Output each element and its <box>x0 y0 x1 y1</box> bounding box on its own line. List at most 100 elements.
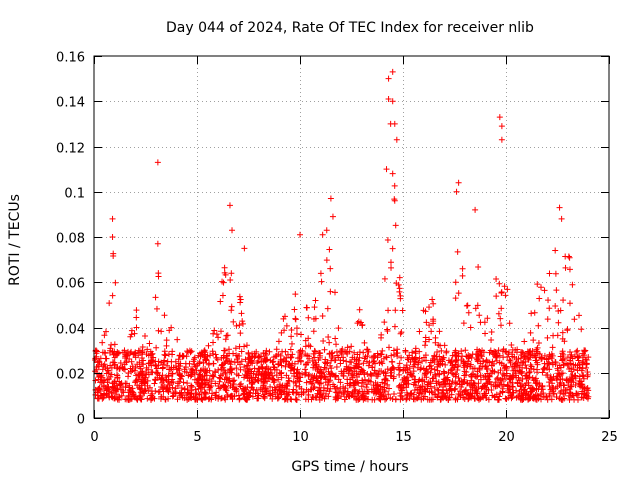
data-point <box>581 352 588 359</box>
data-point <box>127 350 134 357</box>
data-point <box>238 310 245 317</box>
data-point <box>208 394 215 401</box>
data-point <box>332 394 339 401</box>
data-point <box>517 355 524 362</box>
data-point <box>152 376 159 383</box>
data-point <box>493 357 500 364</box>
data-point <box>452 347 459 354</box>
data-point <box>522 362 529 369</box>
data-point <box>506 386 513 393</box>
data-point <box>220 279 227 286</box>
data-point <box>383 166 390 173</box>
data-point <box>556 204 563 211</box>
data-point <box>309 357 316 364</box>
data-point <box>454 367 461 374</box>
data-point <box>228 270 235 277</box>
data-point <box>399 376 406 383</box>
data-point <box>305 353 312 360</box>
data-point <box>311 354 318 361</box>
data-point <box>102 328 109 335</box>
data-point <box>192 386 199 393</box>
data-point <box>506 320 513 327</box>
data-point <box>114 364 121 371</box>
data-point <box>226 375 233 382</box>
data-point <box>518 390 525 397</box>
data-point <box>207 352 214 359</box>
data-point <box>218 328 224 335</box>
data-point <box>353 379 360 386</box>
data-point <box>94 359 101 366</box>
data-point <box>295 370 302 377</box>
y-tick-label: 0.06 <box>56 277 85 292</box>
data-point <box>393 136 400 143</box>
data-point <box>214 356 221 363</box>
data-point <box>222 336 229 343</box>
data-point <box>418 389 425 396</box>
data-point <box>519 349 526 356</box>
data-point <box>478 353 485 360</box>
data-point <box>517 362 523 369</box>
data-point <box>155 270 162 277</box>
data-point <box>177 360 184 367</box>
data-point <box>163 342 170 349</box>
data-point <box>573 348 580 355</box>
data-point <box>379 347 386 354</box>
data-point <box>534 359 541 366</box>
data-point <box>387 394 394 401</box>
data-point <box>345 364 352 371</box>
data-point <box>406 352 413 359</box>
data-point <box>196 372 203 379</box>
data-point <box>452 361 459 368</box>
data-point <box>544 334 551 341</box>
data-point <box>421 378 428 385</box>
data-point <box>370 389 377 396</box>
data-point <box>140 357 147 364</box>
data-point <box>448 358 455 365</box>
data-point <box>228 303 235 310</box>
data-point <box>270 358 277 365</box>
data-point <box>117 359 124 366</box>
data-point <box>302 361 309 368</box>
data-point <box>181 385 188 392</box>
data-point <box>408 390 415 397</box>
data-point <box>243 362 250 369</box>
data-point <box>379 360 386 367</box>
data-point <box>228 307 235 314</box>
data-point <box>322 356 329 363</box>
data-point <box>292 396 299 403</box>
data-point <box>495 310 502 317</box>
y-tick-label: 0.08 <box>56 232 85 247</box>
data-point <box>233 365 240 372</box>
data-point <box>162 396 169 403</box>
data-point <box>513 394 520 401</box>
data-point <box>241 364 248 371</box>
data-point <box>555 319 562 326</box>
data-point <box>505 383 512 390</box>
data-point <box>147 396 154 403</box>
data-point <box>555 307 562 314</box>
data-point <box>323 365 330 372</box>
data-point <box>444 390 451 397</box>
data-point <box>392 307 399 314</box>
data-point <box>475 264 482 271</box>
data-point <box>133 324 140 331</box>
data-point <box>317 387 324 394</box>
data-point <box>453 188 460 195</box>
data-point <box>136 372 143 379</box>
data-point <box>361 339 368 346</box>
data-point <box>385 95 392 102</box>
data-point <box>374 373 381 380</box>
data-point <box>543 356 550 363</box>
data-point <box>326 339 333 346</box>
data-point <box>504 353 511 360</box>
data-point <box>476 312 483 319</box>
data-point <box>389 68 396 75</box>
data-point <box>205 342 212 349</box>
data-point <box>94 395 101 402</box>
data-point <box>261 372 268 379</box>
data-point <box>278 387 285 394</box>
data-point <box>390 391 397 398</box>
data-point <box>480 374 487 381</box>
data-point <box>288 340 295 347</box>
data-point <box>194 362 201 369</box>
